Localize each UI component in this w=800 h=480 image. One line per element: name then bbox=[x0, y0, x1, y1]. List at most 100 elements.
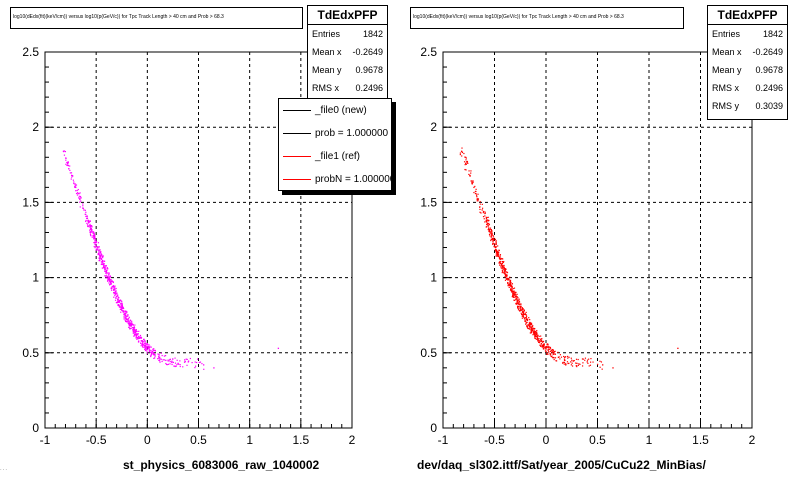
scatter-point bbox=[98, 254, 101, 256]
y-tick-label: 1 bbox=[32, 271, 39, 285]
scatter-point bbox=[552, 357, 554, 359]
scatter-point bbox=[529, 326, 531, 328]
scatter-point bbox=[107, 274, 110, 276]
scatter-point bbox=[572, 360, 574, 362]
legend-text: _file1 (ref) bbox=[315, 151, 361, 162]
scatter-point bbox=[99, 260, 101, 262]
stats-row-entries: Entries 1842 bbox=[708, 25, 787, 43]
scatter-point bbox=[528, 317, 530, 319]
scatter-point bbox=[488, 222, 490, 225]
scatter-point bbox=[152, 350, 154, 352]
scatter-point bbox=[529, 322, 532, 324]
scatter-point bbox=[481, 209, 483, 211]
y-tick-label: 0 bbox=[32, 421, 39, 435]
scatter-point bbox=[545, 346, 547, 348]
scatter-point bbox=[479, 203, 481, 205]
scatter-point bbox=[523, 309, 525, 311]
scatter-point bbox=[495, 246, 497, 248]
scatter-point bbox=[534, 331, 536, 333]
scatter-point bbox=[94, 236, 96, 238]
scatter-point bbox=[475, 193, 478, 195]
x-tick-label: 2 bbox=[749, 433, 756, 447]
scatter-point bbox=[77, 192, 79, 195]
scatter-point bbox=[486, 216, 488, 219]
scatter-point bbox=[95, 241, 97, 244]
scatter-point bbox=[535, 331, 537, 333]
scatter-point bbox=[77, 192, 79, 194]
scatter-point bbox=[80, 197, 82, 199]
scatter-point bbox=[497, 251, 500, 253]
scatter-point bbox=[135, 335, 137, 338]
scatter-point bbox=[518, 308, 520, 310]
scatter-point bbox=[587, 362, 589, 364]
scatter-point bbox=[131, 323, 134, 325]
scatter-point bbox=[477, 198, 479, 200]
scatter-point bbox=[168, 359, 171, 361]
scatter-point bbox=[140, 345, 142, 347]
scatter-point bbox=[588, 365, 590, 367]
scatter-point bbox=[543, 346, 545, 348]
scatter-point bbox=[525, 311, 527, 314]
scatter-point bbox=[124, 310, 126, 313]
scatter-point bbox=[525, 323, 527, 325]
scatter-point bbox=[476, 200, 478, 202]
stats-row-meany: Mean y 0.9678 bbox=[308, 61, 387, 79]
scatter-point bbox=[491, 238, 493, 241]
scatter-point bbox=[135, 331, 137, 333]
scatter-point bbox=[599, 366, 601, 368]
scatter-point bbox=[126, 311, 128, 314]
scatter-point bbox=[510, 284, 512, 287]
scatter-point bbox=[102, 261, 104, 263]
scatter-point bbox=[93, 241, 95, 244]
scatter-point bbox=[144, 345, 146, 347]
scatter-point bbox=[477, 193, 479, 195]
scatter-point bbox=[152, 348, 154, 350]
scatter-point bbox=[505, 274, 507, 276]
scatter-point bbox=[522, 312, 524, 314]
scatter-point bbox=[65, 159, 67, 161]
scatter-point bbox=[177, 362, 179, 365]
scatter-point bbox=[154, 355, 156, 357]
scatter-point bbox=[104, 270, 106, 273]
scatter-point bbox=[459, 153, 461, 156]
scatter-point bbox=[464, 168, 466, 171]
scatter-point bbox=[82, 203, 84, 205]
scatter-point bbox=[76, 189, 78, 192]
scatter-point bbox=[143, 338, 145, 340]
scatter-point bbox=[91, 236, 93, 238]
stats-value: 0.9678 bbox=[755, 65, 783, 75]
scatter-point bbox=[486, 226, 488, 228]
scatter-point bbox=[533, 330, 535, 332]
scatter-point bbox=[530, 322, 533, 324]
scatter-point bbox=[554, 350, 556, 352]
scatter-point bbox=[481, 203, 483, 205]
scatter-point bbox=[549, 346, 552, 349]
scatter-point bbox=[554, 353, 556, 355]
scatter-point bbox=[536, 335, 538, 337]
scatter-point bbox=[495, 242, 497, 244]
scatter-point bbox=[174, 365, 176, 368]
scatter-point bbox=[592, 361, 594, 363]
scatter-point bbox=[505, 278, 508, 280]
scatter-point bbox=[203, 364, 205, 366]
scatter-point bbox=[552, 349, 554, 351]
scatter-point bbox=[536, 338, 538, 340]
scatter-point bbox=[498, 262, 500, 264]
scatter-point bbox=[97, 246, 99, 248]
scatter-point bbox=[528, 322, 530, 324]
scatter-point bbox=[555, 360, 557, 362]
scatter-point bbox=[563, 358, 566, 360]
scatter-point bbox=[469, 175, 471, 177]
scatter-point bbox=[145, 347, 147, 350]
scatter-point bbox=[524, 319, 526, 321]
scatter-point bbox=[137, 338, 139, 340]
scatter-point bbox=[515, 303, 517, 305]
scatter-point bbox=[491, 233, 494, 235]
scatter-point bbox=[198, 361, 200, 364]
scatter-point bbox=[541, 344, 543, 346]
scatter-point bbox=[159, 361, 161, 363]
scatter-point bbox=[514, 294, 516, 296]
scatter-point bbox=[564, 359, 566, 361]
scatter-point bbox=[133, 334, 135, 336]
scatter-point bbox=[547, 349, 549, 351]
